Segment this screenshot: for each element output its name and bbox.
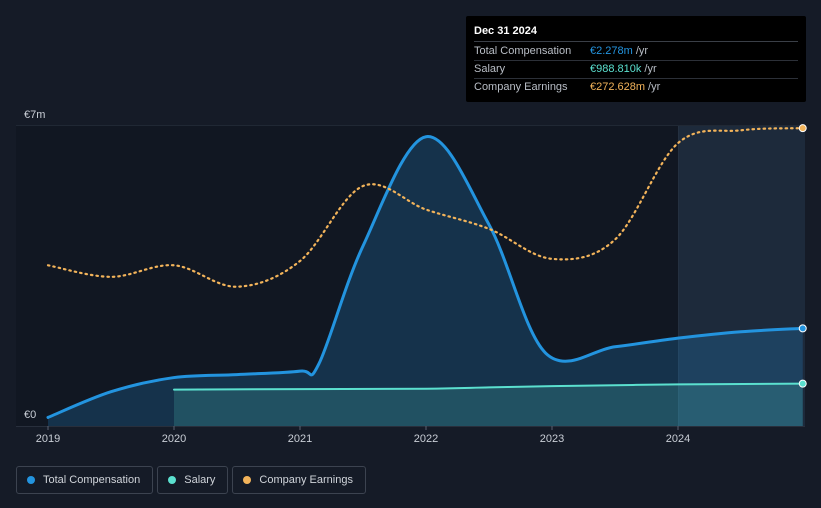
y-tick-label: €7m: [24, 109, 45, 121]
tooltip-value: €272.628m: [590, 81, 646, 93]
tooltip-label: Total Compensation: [474, 45, 572, 57]
salary-end-point: [798, 379, 807, 388]
legend-label: Salary: [184, 474, 216, 486]
legend-dot-icon: [27, 476, 35, 484]
salary-line: [173, 382, 804, 391]
series-areas: [48, 136, 803, 427]
x-tick-label: 2023: [540, 433, 564, 445]
legend-dot-icon: [168, 476, 177, 484]
tooltip-date: Dec 31 2024: [474, 24, 798, 42]
total-compensation-area: [48, 136, 803, 427]
forecast-shade: [678, 126, 805, 426]
tooltip-unit: /yr: [648, 81, 661, 93]
company-earnings-line: [46, 127, 804, 288]
x-tick-label: 2021: [288, 433, 312, 445]
tooltip-row-salary: Salary €988.810k /yr: [474, 61, 798, 79]
legend-item-company-earnings[interactable]: Company Earnings: [232, 466, 366, 494]
tooltip-value: €2.278m: [590, 45, 633, 57]
tooltip-label: Salary: [474, 63, 506, 75]
y-tick-label: €0: [24, 409, 36, 421]
legend-item-salary[interactable]: Salary: [157, 466, 229, 494]
tooltip-row-earnings: Company Earnings €272.628m /yr: [474, 79, 798, 96]
x-tick-label: 2019: [36, 433, 60, 445]
legend-dot-icon: [243, 476, 252, 484]
tooltip-value: €988.810k: [590, 63, 642, 75]
forecast-region: [16, 126, 805, 426]
company-earnings-end-point: [798, 124, 807, 133]
tooltip: Dec 31 2024 Total Compensation €2.278m /…: [466, 16, 806, 102]
x-tick-label: 2022: [414, 433, 438, 445]
tooltip-label: Company Earnings: [474, 81, 568, 93]
series-lines: [46, 124, 807, 419]
legend-label: Total Compensation: [43, 474, 141, 486]
total-compensation-end-point: [798, 324, 807, 333]
legend: Total Compensation Salary Company Earnin…: [16, 466, 366, 494]
x-tick-label: 2024: [666, 433, 690, 445]
past-shade: [16, 126, 678, 426]
total-compensation-line: [46, 135, 805, 419]
tooltip-unit: /yr: [644, 63, 657, 75]
tooltip-row-total: Total Compensation €2.278m /yr: [474, 43, 798, 61]
salary-area: [174, 383, 803, 426]
tooltip-unit: /yr: [635, 45, 649, 57]
x-tick-label: 2020: [162, 433, 186, 445]
legend-item-total-compensation[interactable]: Total Compensation: [16, 466, 154, 494]
legend-label: Company Earnings: [259, 474, 353, 486]
